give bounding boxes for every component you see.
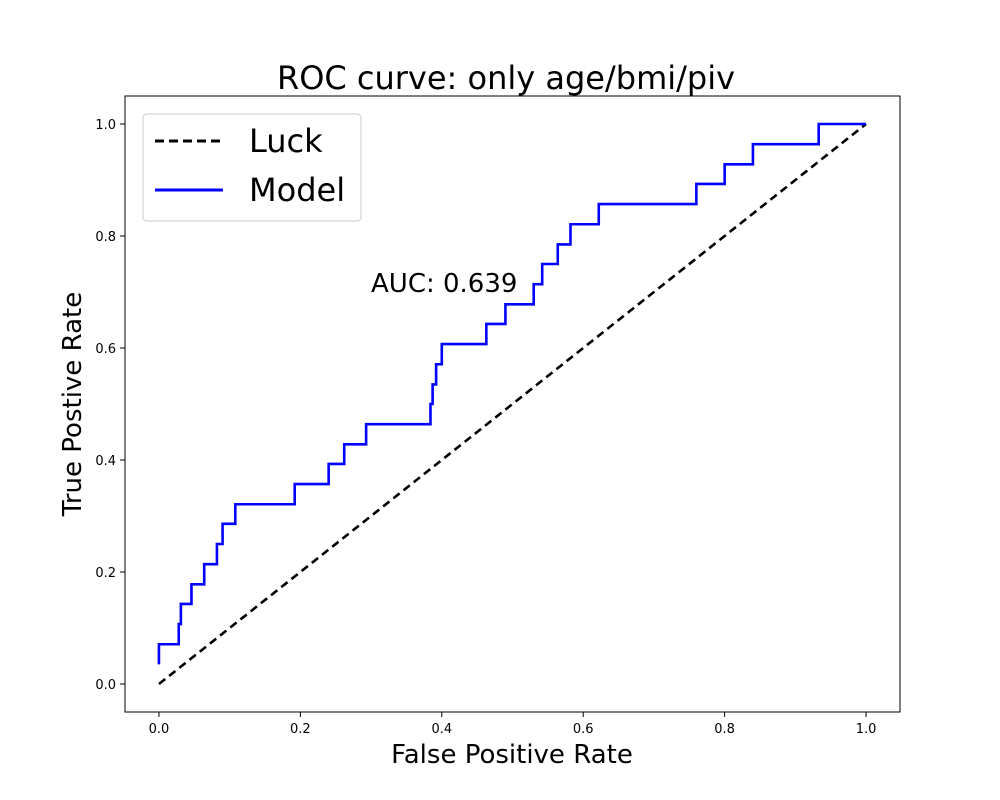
luck-series-line — [158, 122, 867, 686]
y-tick-label: 0.4 — [95, 454, 116, 469]
x-tick-label: 1.0 — [856, 722, 877, 737]
x-tick-label: 0.2 — [290, 722, 311, 737]
auc-annotation: AUC: 0.639 — [371, 269, 517, 299]
x-tick-label: 0.6 — [573, 722, 594, 737]
legend-model-label: Model — [249, 171, 345, 209]
model-series-line — [157, 122, 867, 665]
y-tick-label: 0.0 — [95, 678, 116, 693]
x-tick-label: 0.8 — [714, 722, 735, 737]
x-tick-label: 0.0 — [149, 722, 170, 737]
y-axis-label: True Postive Rate — [58, 292, 88, 517]
x-axis-label: False Positive Rate — [391, 740, 633, 770]
y-tick-label: 1.0 — [95, 118, 116, 133]
series-layer — [157, 122, 867, 686]
legend-luck-label: Luck — [249, 122, 323, 160]
chart-title: ROC curve: only age/bmi/piv — [277, 59, 735, 97]
y-tick-label: 0.2 — [95, 566, 116, 581]
legend: Luck Model — [142, 113, 362, 222]
x-tick-label: 0.4 — [431, 722, 452, 737]
ticks-layer: 0.0 0.2 0.4 0.6 0.8 1.0 0.0 0.2 0.4 0.6 0.8 1.0 — [95, 118, 876, 737]
y-tick-label: 0.6 — [95, 342, 116, 357]
y-tick-label: 0.8 — [95, 230, 116, 245]
